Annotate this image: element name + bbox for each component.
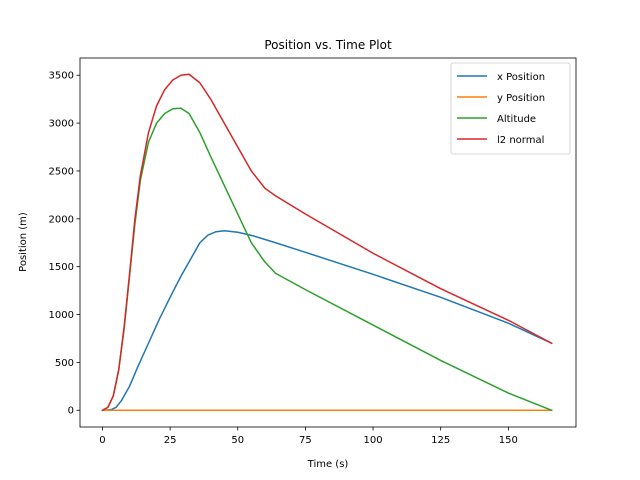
y-tick-label: 2000	[49, 214, 74, 225]
x-axis-ticks: 0 25 50 75 100 125 150	[99, 427, 518, 446]
series-line-3	[101, 73, 553, 412]
y-tick-label: 2500	[49, 166, 74, 177]
axes-frame	[79, 57, 577, 428]
x-tick-label: 0	[99, 435, 105, 446]
series-line-0	[101, 230, 553, 412]
y-axis-label: Position (m)	[18, 212, 29, 272]
x-tick-label: 100	[364, 435, 383, 446]
plot-area	[79, 57, 577, 428]
legend-label-0: x Position	[497, 72, 545, 83]
y-tick-label: 500	[55, 358, 74, 369]
x-axis-label: Time (s)	[307, 459, 349, 470]
legend: x Position y Position Altitude l2 normal	[450, 62, 571, 155]
y-tick-label: 0	[68, 406, 74, 417]
y-axis-ticks: 0 500 1000 1500 2000 2500 3000 3500	[49, 71, 80, 417]
y-tick-label: 1500	[49, 262, 74, 273]
legend-label-2: Altitude	[497, 114, 536, 125]
x-tick-label: 50	[231, 435, 244, 446]
x-tick-label: 75	[299, 435, 312, 446]
chart-title: Position vs. Time Plot	[264, 38, 392, 52]
legend-label-3: l2 normal	[497, 135, 544, 146]
y-tick-label: 3500	[49, 71, 74, 82]
y-tick-label: 3000	[49, 119, 74, 130]
x-tick-label: 150	[499, 435, 518, 446]
series-group	[101, 73, 553, 412]
legend-frame	[450, 62, 571, 155]
y-tick-label: 1000	[49, 310, 74, 321]
legend-entries: x Position y Position Altitude l2 normal	[457, 72, 545, 146]
x-tick-label: 125	[431, 435, 450, 446]
x-tick-label: 25	[164, 435, 177, 446]
legend-label-1: y Position	[497, 93, 545, 104]
